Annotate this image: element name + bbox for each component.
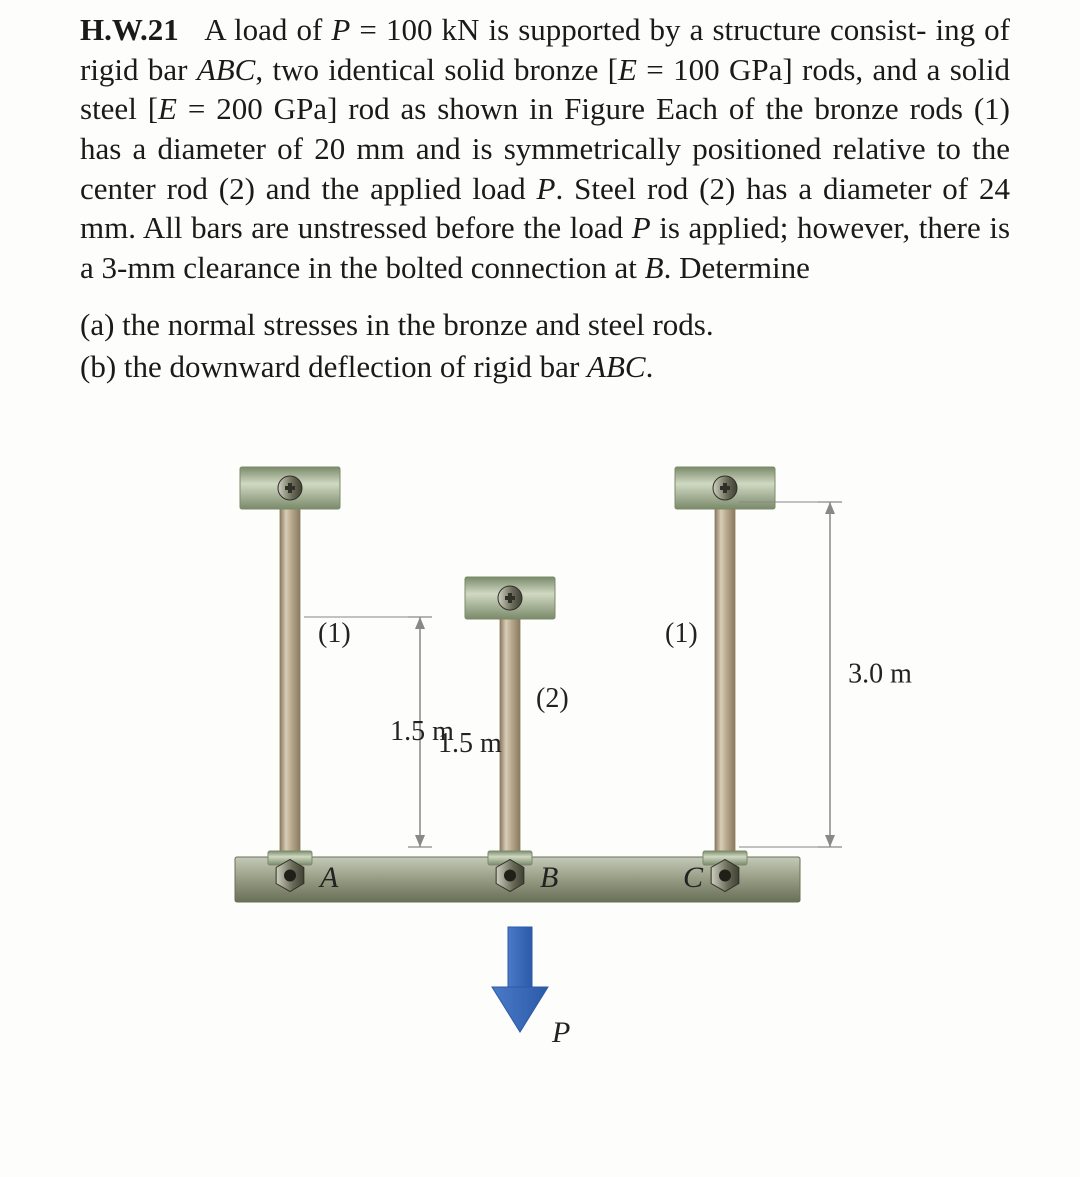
svg-text:A: A: [318, 861, 339, 894]
svg-text:C: C: [683, 861, 704, 894]
svg-text:(1): (1): [665, 618, 698, 649]
sym-P2: P: [537, 171, 556, 206]
t1b: = 100 kN is supported by a structure con…: [350, 12, 926, 47]
svg-text:(2): (2): [536, 683, 569, 714]
svg-text:(1): (1): [318, 618, 351, 649]
svg-text:B: B: [540, 861, 558, 894]
sym-E1: E: [618, 52, 637, 87]
part-b: (b) the downward deflection of rigid bar…: [80, 346, 1010, 388]
hw-label: H.W.21: [80, 12, 179, 47]
t3b: = 200 GPa] rod as shown in Figure: [177, 91, 645, 126]
sym-P1: P: [331, 12, 350, 47]
sym-P3: P: [632, 210, 651, 245]
sym-ABC1: ABC: [197, 52, 256, 87]
figure-svg: 1.5 m3.0 m1.5 m(1)(1)(2)ABCP: [80, 417, 1000, 1077]
question-parts: (a) the normal stresses in the bronze an…: [80, 304, 1010, 388]
svg-text:1.5 m: 1.5 m: [438, 728, 502, 759]
figure: 1.5 m3.0 m1.5 m(1)(1)(2)ABCP: [80, 417, 1000, 1077]
sym-E2: E: [158, 91, 177, 126]
t1a: A load of: [204, 12, 331, 47]
svg-text:3.0 m: 3.0 m: [848, 659, 912, 690]
t2c: = 100 GPa]: [637, 52, 793, 87]
problem-statement: H.W.21 A load of P = 100 kN is supported…: [80, 10, 1010, 288]
svg-text:P: P: [551, 1016, 570, 1049]
t2b: , two identical solid bronze [: [255, 52, 618, 87]
part-a: (a) the normal stresses in the bronze an…: [80, 304, 1010, 346]
sym-B: B: [645, 250, 664, 285]
t4d: . Determine: [664, 250, 810, 285]
